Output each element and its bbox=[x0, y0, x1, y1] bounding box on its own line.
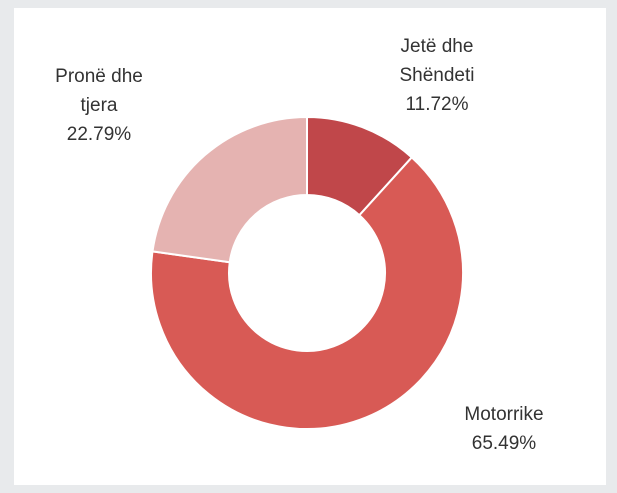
slice-value-label: 65.49% bbox=[472, 433, 537, 454]
donut-slice-3 bbox=[153, 117, 307, 262]
slice-value-label: 11.72% bbox=[405, 94, 468, 115]
slice-category-label: Jetë dhe bbox=[401, 36, 474, 57]
slice-value-label: 22.79% bbox=[67, 124, 132, 145]
slice-category-label: Pronë dhe bbox=[55, 66, 143, 87]
slice-label-2: Motorrike 65.49% bbox=[464, 404, 543, 454]
slice-category-label: Motorrike bbox=[464, 404, 543, 425]
slice-label-3: Pronë dhe tjera 22.79% bbox=[55, 66, 143, 145]
slice-category-label: Shëndeti bbox=[399, 65, 474, 86]
slice-label-1: Jetë dhe Shëndeti 11.72% bbox=[399, 36, 474, 115]
slice-category-label: tjera bbox=[81, 95, 118, 116]
